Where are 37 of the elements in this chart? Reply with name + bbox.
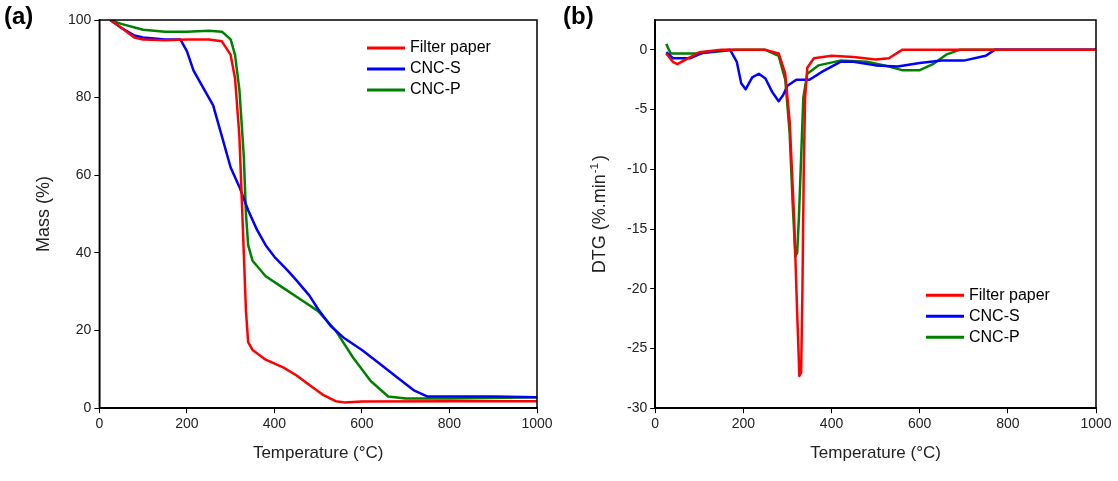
chart-title: (a) — [4, 2, 34, 30]
y-tick-label: -5 — [634, 100, 648, 117]
x-tick-label: 0 — [651, 415, 660, 432]
y-tick-label: -30 — [627, 399, 648, 416]
y-tick-label: -20 — [627, 279, 648, 296]
legend-label: CNC-P — [410, 80, 461, 98]
x-axis-title: Temperature (°C) — [252, 443, 384, 463]
y-tick-label: 20 — [75, 321, 92, 338]
x-axis-title: Temperature (°C) — [810, 443, 941, 463]
y-axis-title: Mass (%) — [33, 176, 54, 253]
y-tick-label: 0 — [83, 399, 92, 416]
y-tick-label: -10 — [627, 160, 648, 177]
legend-label: CNC-S — [410, 59, 461, 77]
y-tick-label: 100 — [68, 10, 92, 27]
y-tick-label: 80 — [75, 88, 92, 105]
legend-label: CNC-P — [969, 327, 1020, 345]
x-tick-label: 600 — [908, 415, 932, 432]
x-tick-label: 600 — [350, 415, 374, 432]
x-tick-label: 200 — [731, 415, 756, 432]
y-tick-label: 40 — [75, 243, 92, 260]
y-tick-label: 60 — [75, 166, 92, 183]
x-tick-label: 0 — [95, 415, 104, 432]
y-tick-label: -15 — [627, 219, 648, 236]
x-tick-label: 200 — [175, 415, 199, 432]
legend-label: Filter paper — [969, 285, 1051, 303]
x-tick-label: 800 — [437, 415, 462, 432]
y-tick-label: 0 — [639, 40, 648, 57]
y-tick-label: -25 — [627, 339, 648, 356]
legend-label: CNC-S — [969, 306, 1020, 324]
x-tick-label: 400 — [819, 415, 844, 432]
legend-label: Filter paper — [410, 38, 492, 56]
x-tick-label: 400 — [262, 415, 287, 432]
x-tick-label: 1000 — [1080, 415, 1112, 432]
chart-title: (b) — [563, 2, 594, 30]
x-tick-label: 800 — [996, 415, 1020, 432]
y-axis-title: DTG (%.min-1) — [587, 154, 610, 274]
x-tick-label: 1000 — [521, 415, 553, 432]
